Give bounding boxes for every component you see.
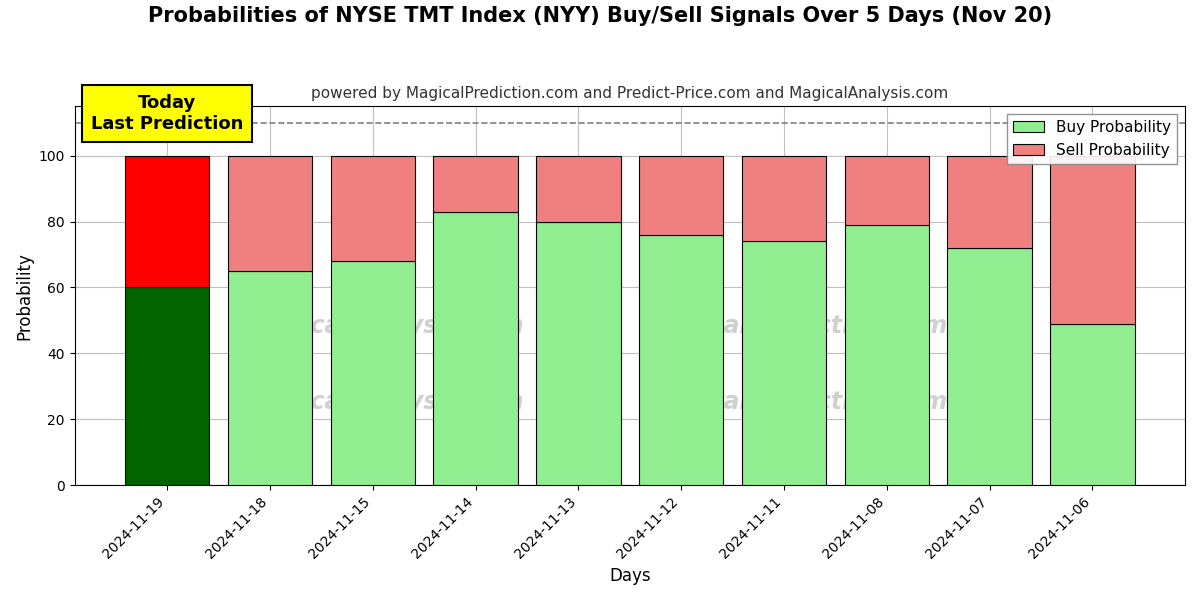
Bar xyxy=(640,235,724,485)
Bar xyxy=(742,156,826,241)
Title: powered by MagicalPrediction.com and Predict-Price.com and MagicalAnalysis.com: powered by MagicalPrediction.com and Pre… xyxy=(311,86,948,101)
Bar xyxy=(433,156,517,212)
Bar xyxy=(845,225,929,485)
Text: MagicalPrediction.com: MagicalPrediction.com xyxy=(646,390,948,414)
Text: MagicalAnalysis.com: MagicalAnalysis.com xyxy=(247,314,524,338)
Bar xyxy=(125,156,210,287)
Bar xyxy=(845,156,929,225)
Bar xyxy=(331,261,415,485)
Bar xyxy=(536,221,620,485)
Bar xyxy=(948,248,1032,485)
Bar xyxy=(948,156,1032,248)
Bar xyxy=(433,212,517,485)
Bar xyxy=(536,156,620,221)
Legend: Buy Probability, Sell Probability: Buy Probability, Sell Probability xyxy=(1007,114,1177,164)
Bar xyxy=(1050,156,1134,323)
Bar xyxy=(640,156,724,235)
Bar xyxy=(1050,323,1134,485)
Text: MagicalAnalysis.com: MagicalAnalysis.com xyxy=(247,390,524,414)
Text: Probabilities of NYSE TMT Index (NYY) Buy/Sell Signals Over 5 Days (Nov 20): Probabilities of NYSE TMT Index (NYY) Bu… xyxy=(148,6,1052,26)
Text: MagicalPrediction.com: MagicalPrediction.com xyxy=(646,314,948,338)
Bar xyxy=(228,271,312,485)
Bar xyxy=(125,287,210,485)
Bar xyxy=(228,156,312,271)
Y-axis label: Probability: Probability xyxy=(16,252,34,340)
Bar xyxy=(742,241,826,485)
Text: Today
Last Prediction: Today Last Prediction xyxy=(91,94,244,133)
Bar xyxy=(331,156,415,261)
X-axis label: Days: Days xyxy=(610,567,650,585)
